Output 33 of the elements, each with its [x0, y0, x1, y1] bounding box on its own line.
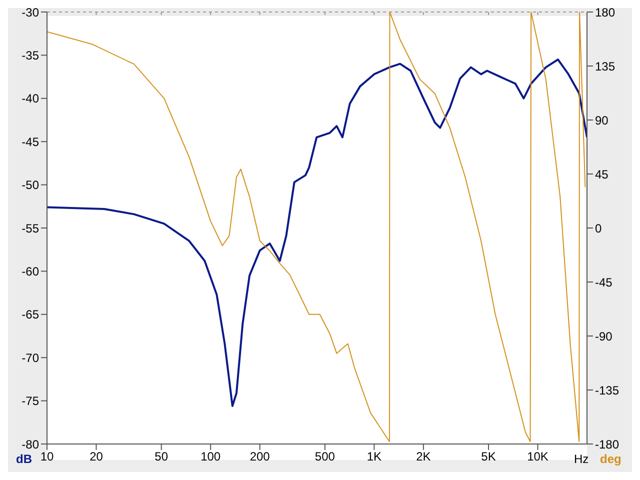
y2-tick-label: -45	[595, 275, 613, 290]
y-tick-label: -65	[22, 308, 40, 322]
y2-tick-label: 90	[595, 113, 609, 128]
y-tick-label: -35	[22, 48, 40, 62]
x-tick-label: 20	[90, 450, 104, 464]
x-tick-label: 500	[314, 450, 336, 464]
y-tick-label: -70	[22, 350, 40, 365]
y2-tick-label: 180	[595, 5, 616, 20]
y2-tick-label: -90	[595, 329, 613, 344]
y2-tick-label: 0	[595, 221, 602, 236]
y-tick-label: -30	[22, 5, 40, 20]
y2-axis-title: deg	[600, 452, 622, 466]
y-tick-label: -45	[22, 134, 40, 149]
x-tick-label: 2K	[416, 450, 431, 464]
y2-tick-label: -135	[595, 383, 620, 398]
y-tick-label: -55	[22, 221, 40, 236]
y2-tick-label: 45	[595, 167, 609, 182]
x-tick-label: 10	[40, 450, 54, 464]
x-tick-label: 5K	[481, 450, 496, 464]
y-tick-label: -75	[22, 394, 40, 408]
x-tick-label: 200	[250, 450, 270, 464]
x-tick-label: 10K	[527, 450, 548, 464]
y-tick-label: -80	[22, 437, 40, 452]
y2-tick-label: -180	[595, 437, 620, 452]
x-tick-label: 1K	[366, 450, 382, 464]
x-tick-label: 100	[200, 450, 221, 464]
x-tick-label: 50	[154, 450, 168, 464]
y2-tick-label: 135	[595, 59, 616, 74]
y-axis-title: dB	[16, 452, 32, 466]
y-tick-label: -50	[22, 178, 40, 192]
y-tick-label: -60	[22, 264, 40, 278]
y-tick-label: -40	[22, 92, 40, 106]
x-axis-title: Hz	[574, 452, 589, 466]
